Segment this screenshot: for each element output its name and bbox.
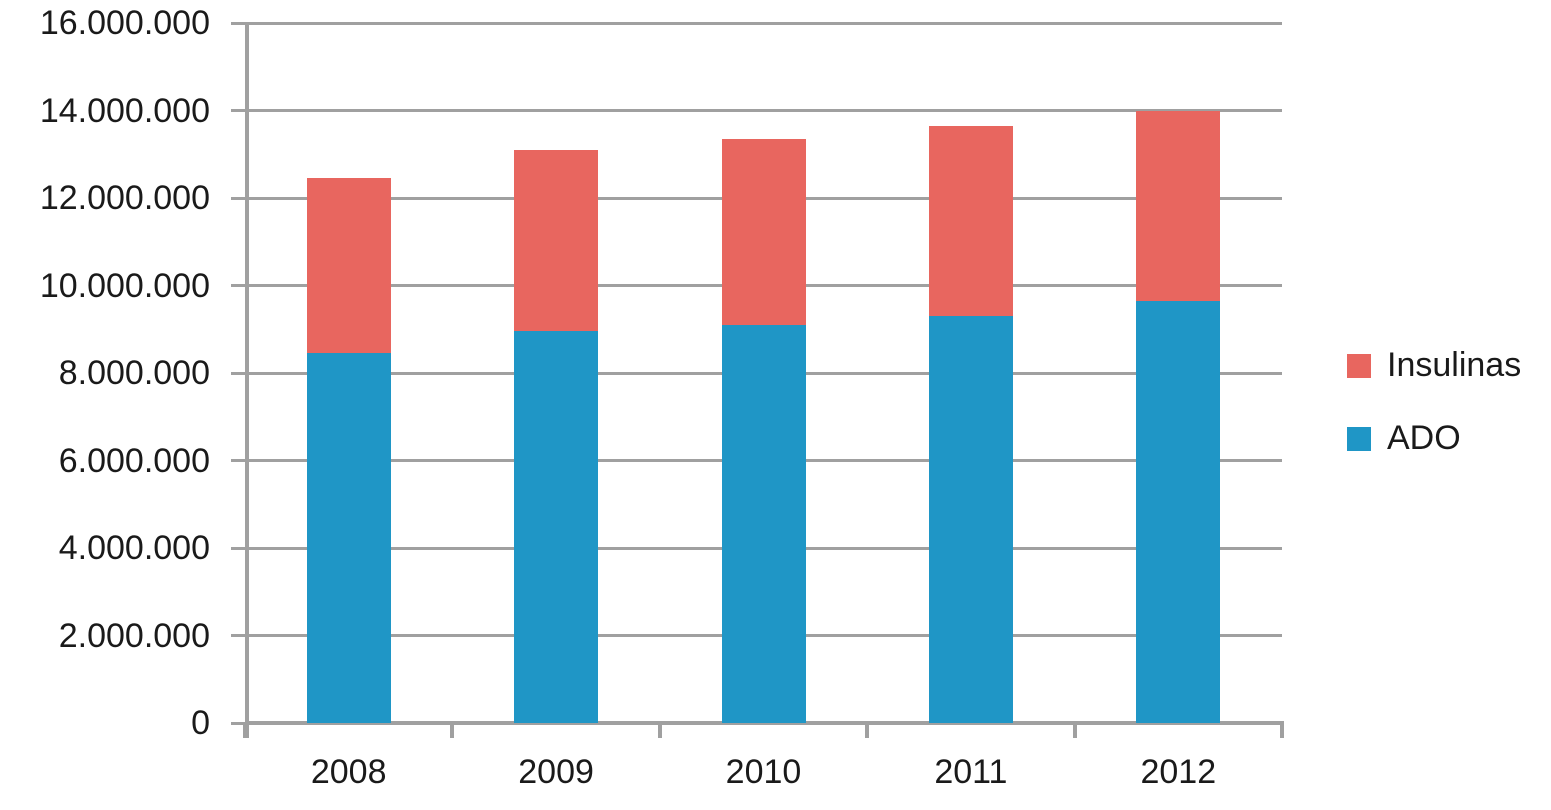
legend-swatch-icon (1347, 353, 1371, 378)
y-axis-tick (231, 634, 245, 637)
bar-segment-insulinas-2012 (1136, 110, 1221, 301)
y-axis-tick-label: 6.000.000 (58, 441, 210, 480)
y-axis-tick (231, 21, 245, 25)
y-axis-tick-label: 4.000.000 (58, 529, 210, 567)
y-axis-tick (231, 109, 245, 112)
y-axis-tick (231, 284, 245, 287)
bar-segment-insulinas-2010 (721, 138, 806, 325)
legend-swatch-icon (1347, 426, 1371, 451)
gridline (245, 109, 1282, 112)
x-axis-tick (450, 723, 455, 738)
bar-segment-insulinas-2009 (514, 149, 599, 332)
x-axis-category-label: 2009 (518, 753, 594, 791)
bar-segment-ado-2011 (928, 316, 1013, 723)
x-axis (245, 721, 1284, 725)
bar-segment-ado-2012 (1136, 300, 1221, 723)
y-axis-tick-label: 14.000.000 (39, 91, 210, 130)
y-axis-tick-label: 2.000.000 (58, 616, 210, 655)
bar-segment-insulinas-2011 (928, 125, 1013, 317)
x-axis-tick (657, 723, 662, 738)
bar-segment-ado-2010 (721, 324, 806, 723)
y-axis-tick-label: 8.000.000 (58, 354, 210, 392)
bar-segment-insulinas-2008 (306, 178, 391, 354)
y-axis-tick-label: 10.000.000 (39, 266, 210, 305)
legend-item-insulinas: Insulinas (1347, 346, 1522, 384)
x-axis-category-label: 2010 (725, 753, 802, 791)
bar-segment-ado-2008 (306, 353, 391, 723)
y-axis (245, 23, 249, 738)
gridline (245, 21, 1282, 25)
x-axis-category-label: 2011 (934, 753, 1008, 791)
x-axis-tick (865, 723, 870, 738)
x-axis-tick (243, 723, 247, 738)
y-axis-tick (231, 546, 245, 550)
y-axis-tick-label: 0 (191, 704, 210, 742)
x-axis-tick (1072, 723, 1077, 738)
y-axis-tick (231, 371, 245, 375)
y-axis-tick-label: 12.000.000 (39, 179, 210, 217)
y-axis-tick (231, 721, 245, 725)
x-axis-category-label: 2008 (310, 753, 387, 791)
x-axis-category-label: 2012 (1140, 753, 1217, 791)
legend-label: Insulinas (1387, 346, 1522, 384)
y-axis-tick-label: 16.000.000 (39, 4, 210, 42)
bar-segment-ado-2009 (514, 331, 599, 723)
legend-label: ADO (1387, 419, 1461, 457)
x-axis-tick (1280, 723, 1284, 738)
y-axis-tick (231, 196, 245, 200)
y-axis-tick (231, 459, 245, 462)
legend-item-ado: ADO (1347, 419, 1461, 457)
